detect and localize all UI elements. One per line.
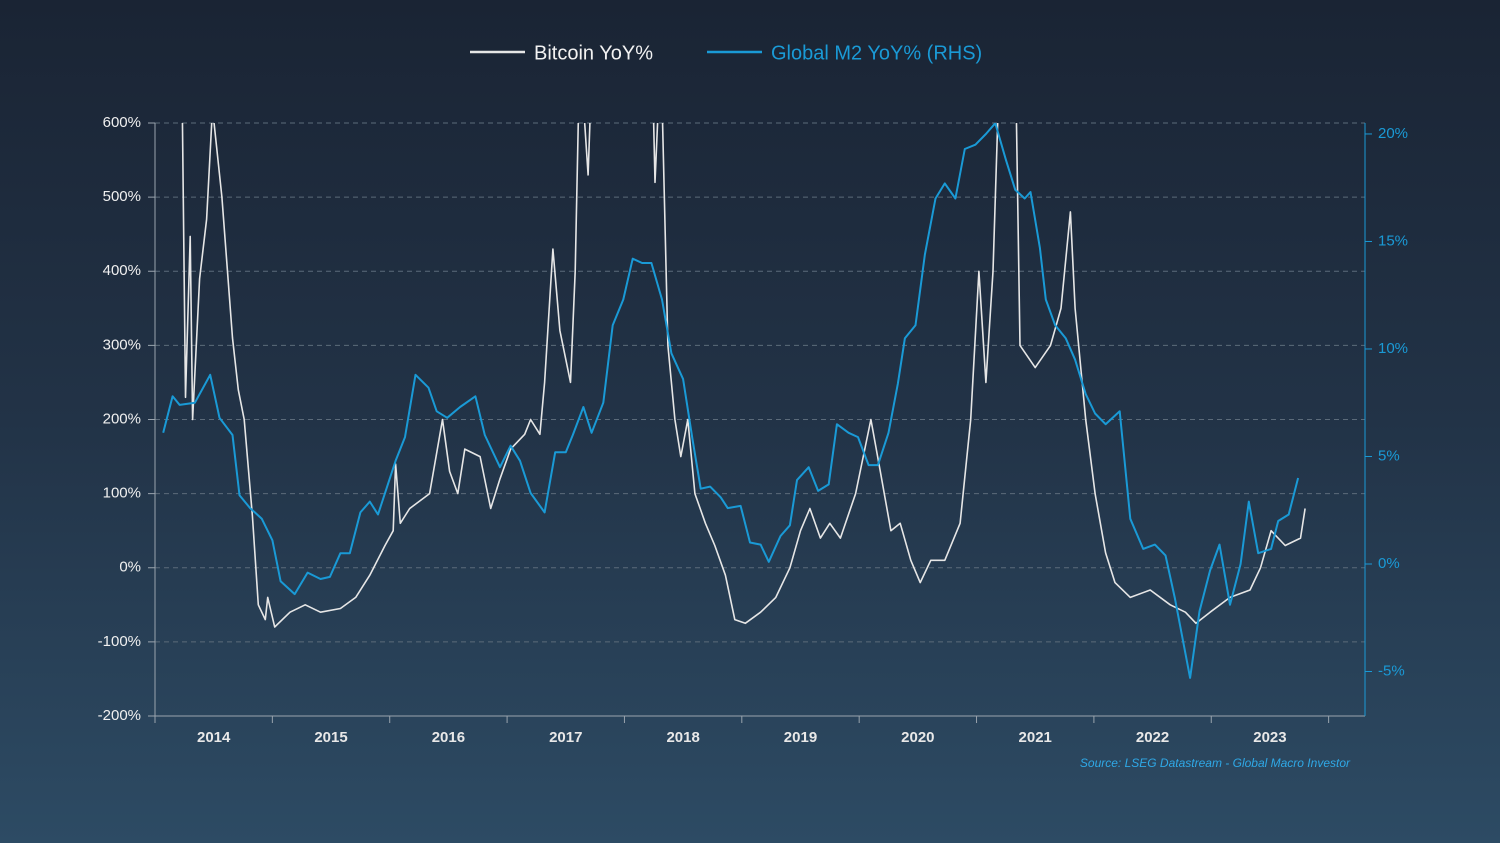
x-tick-label: 2018 [666,729,699,746]
plot-area [162,123,1306,679]
y-tick-label: 500% [103,188,141,205]
x-tick-label: 2020 [901,729,934,746]
series-line [181,123,1306,628]
x-tick-label: 2016 [432,729,465,746]
x-tick-label: 2021 [1019,729,1052,746]
y2-tick-label: 5% [1378,447,1400,464]
x-tick-label: 2022 [1136,729,1169,746]
x-tick-label: 2019 [784,729,817,746]
y-tick-label: 300% [103,336,141,353]
x-tick-label: 2023 [1253,729,1286,746]
y-tick-label: 100% [103,485,141,502]
y-tick-label: -100% [98,633,141,650]
x-tick-label: 2014 [197,729,231,746]
y-tick-label: -200% [98,707,141,724]
y2-tick-label: 20% [1378,125,1408,142]
x-tick-label: 2015 [314,729,347,746]
y2-tick-label: 0% [1378,555,1400,572]
series-line [162,123,1300,679]
y2-tick-label: -5% [1378,662,1405,679]
x-tick-label: 2017 [549,729,582,746]
y-tick-label: 400% [103,262,141,279]
y-tick-label: 0% [119,559,141,576]
y-tick-label: 600% [103,114,141,131]
legend-label: Bitcoin YoY% [534,42,653,64]
source-note: Source: LSEG Datastream - Global Macro I… [1080,756,1351,770]
y-tick-label: 200% [103,410,141,427]
y2-tick-label: 15% [1378,232,1408,249]
legend-label: Global M2 YoY% (RHS) [771,42,982,64]
y2-tick-label: 10% [1378,340,1408,357]
